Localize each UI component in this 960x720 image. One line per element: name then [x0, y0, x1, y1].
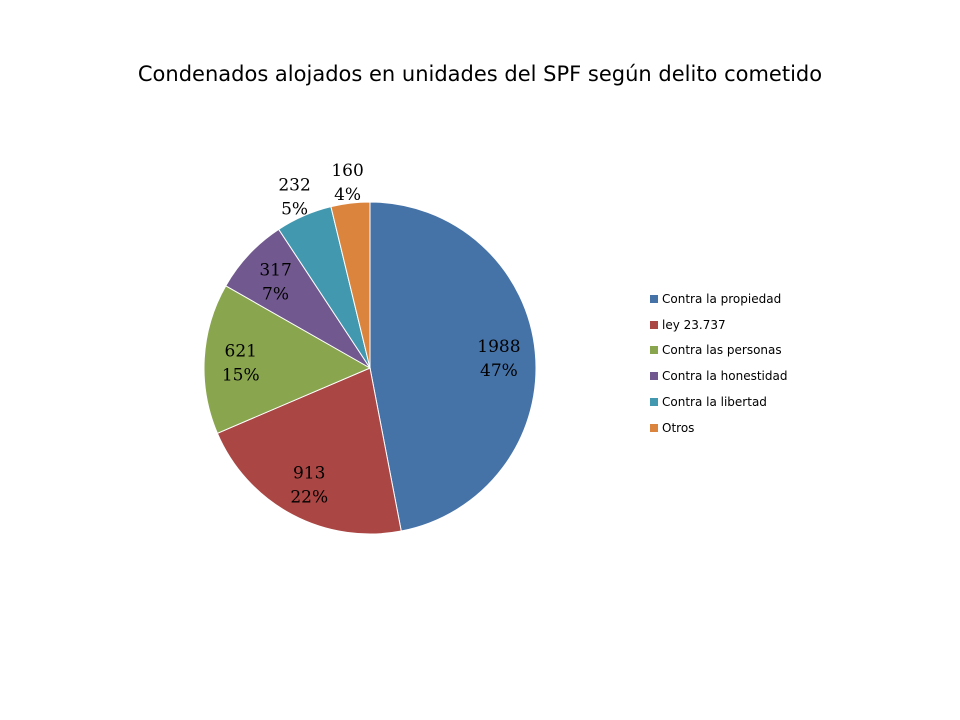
legend-swatch	[650, 398, 658, 407]
pie-data-labels: 1988 47% 913 22% 621 15% 317 7% 232 5% 160 4%	[222, 161, 521, 507]
slice-otros	[330, 201, 371, 369]
data-label-ley-23-737: 913 22%	[290, 463, 328, 507]
legend-label: ley 23.737	[662, 317, 726, 332]
legend-swatch	[650, 346, 658, 355]
legend-item-contra-la-honestidad: Contra la honestidad	[650, 363, 787, 389]
data-label-contra-la-libertad: 232 5%	[278, 175, 310, 219]
legend-label: Otros	[662, 420, 695, 435]
legend-label: Contra la propiedad	[662, 291, 782, 306]
chart-title: Condenados alojados en unidades del SPF …	[137, 62, 823, 86]
legend-label: Contra la honestidad	[662, 369, 788, 384]
data-label-otros: 160 4%	[331, 161, 363, 205]
slice-ley-23-737	[216, 367, 402, 535]
legend: Contra la propiedad ley 23.737 Contra las …	[650, 286, 787, 441]
data-label-contra-la-propiedad: 1988 47%	[477, 337, 520, 381]
legend-label: Contra la libertad	[662, 395, 767, 410]
slice-contra-la-propiedad	[369, 201, 537, 532]
legend-swatch	[650, 294, 658, 303]
data-label-contra-la-honestidad: 317 7%	[259, 260, 291, 304]
legend-item-contra-la-propiedad: Contra la propiedad	[650, 286, 787, 312]
legend-swatch	[650, 423, 658, 432]
legend-item-contra-la-libertad: Contra la libertad	[650, 389, 787, 415]
legend-item-otros: Otros	[650, 415, 787, 441]
pie-slices	[203, 201, 537, 535]
slice-contra-las-personas	[203, 285, 372, 434]
legend-label: Contra las personas	[662, 343, 782, 358]
legend-swatch	[650, 320, 658, 329]
legend-item-contra-las-personas: Contra las personas	[650, 338, 787, 364]
legend-item-ley-23-737: ley 23.737	[650, 312, 787, 338]
legend-swatch	[650, 372, 658, 381]
data-label-contra-las-personas: 621 15%	[222, 342, 260, 386]
